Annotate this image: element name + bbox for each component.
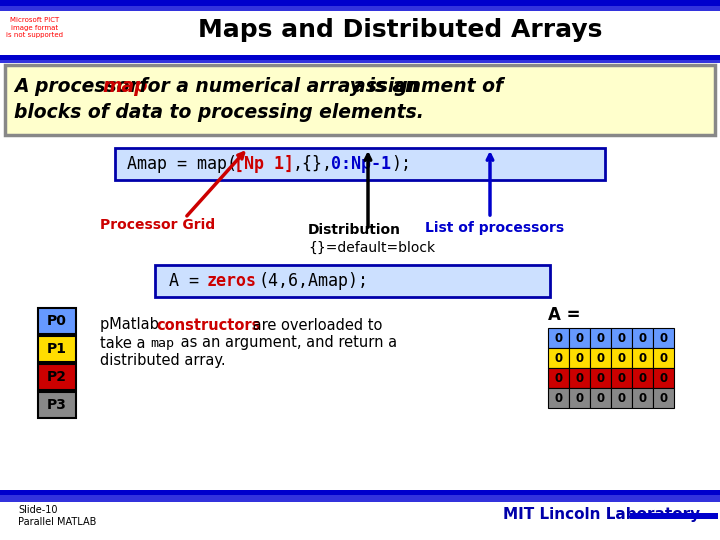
Bar: [115, 148, 605, 180]
Text: Parallel MATLAB: Parallel MATLAB: [18, 517, 96, 527]
Text: 0: 0: [660, 392, 667, 404]
Text: 0: 0: [639, 392, 647, 404]
Text: P0: P0: [47, 314, 67, 328]
Text: P1: P1: [47, 342, 67, 356]
Bar: [155, 265, 550, 297]
Bar: [0, 495, 720, 502]
Text: 0: 0: [575, 332, 584, 345]
Text: 0: 0: [639, 352, 647, 365]
Text: 0: 0: [575, 392, 584, 404]
Text: 0: 0: [596, 332, 605, 345]
Text: List of processors: List of processors: [425, 221, 564, 235]
Text: );: );: [391, 155, 411, 173]
Bar: [569, 388, 590, 408]
Bar: [632, 348, 653, 368]
Bar: [38, 308, 76, 334]
Bar: [590, 368, 611, 388]
Bar: [548, 328, 569, 348]
Text: [Np 1]: [Np 1]: [234, 155, 294, 173]
Bar: [569, 368, 590, 388]
Text: take a: take a: [100, 335, 150, 350]
Text: 0: 0: [639, 332, 647, 345]
Bar: [611, 388, 632, 408]
Bar: [0, 0, 720, 6]
Text: P3: P3: [47, 398, 67, 412]
Bar: [632, 328, 653, 348]
Text: map: map: [150, 336, 174, 349]
Text: 0: 0: [660, 332, 667, 345]
Text: Amap = map(: Amap = map(: [127, 155, 237, 173]
Bar: [590, 348, 611, 368]
Bar: [0, 55, 720, 60]
Text: 0: 0: [554, 372, 562, 384]
Bar: [653, 328, 674, 348]
Text: constructors: constructors: [156, 318, 261, 333]
Bar: [548, 368, 569, 388]
Bar: [653, 388, 674, 408]
Bar: [632, 388, 653, 408]
Text: A processor: A processor: [14, 78, 145, 97]
Text: P2: P2: [47, 370, 67, 384]
Bar: [569, 328, 590, 348]
Text: 0: 0: [554, 332, 562, 345]
Text: 0: 0: [639, 372, 647, 384]
Text: assignment of: assignment of: [353, 78, 503, 97]
Bar: [0, 60, 720, 63]
Text: (4,6,Amap);: (4,6,Amap);: [259, 272, 369, 290]
Bar: [590, 328, 611, 348]
Text: 0: 0: [618, 392, 626, 404]
Text: 0: 0: [618, 332, 626, 345]
Text: 0: 0: [575, 372, 584, 384]
Text: 0: 0: [575, 352, 584, 365]
Text: map: map: [102, 78, 148, 97]
Bar: [5, 65, 715, 135]
Bar: [653, 348, 674, 368]
Text: Microsoft PICT
image format
is not supported: Microsoft PICT image format is not suppo…: [6, 17, 63, 38]
Text: 0: 0: [596, 352, 605, 365]
Bar: [548, 388, 569, 408]
Text: 0:Np-1: 0:Np-1: [331, 155, 391, 173]
Text: Distribution: Distribution: [308, 223, 401, 237]
Bar: [38, 392, 76, 418]
Bar: [38, 336, 76, 362]
Text: Maps and Distributed Arrays: Maps and Distributed Arrays: [198, 18, 602, 42]
Text: 0: 0: [618, 372, 626, 384]
Bar: [548, 348, 569, 368]
Text: blocks of data to processing elements.: blocks of data to processing elements.: [14, 103, 424, 122]
Text: 0: 0: [660, 352, 667, 365]
Text: Processor Grid: Processor Grid: [100, 218, 215, 232]
Text: 0: 0: [554, 392, 562, 404]
Bar: [611, 348, 632, 368]
Text: pMatlab: pMatlab: [100, 318, 163, 333]
Bar: [630, 513, 718, 519]
Text: 0: 0: [618, 352, 626, 365]
Bar: [590, 388, 611, 408]
Text: 0: 0: [554, 352, 562, 365]
Text: zeros: zeros: [207, 272, 257, 290]
Text: 0: 0: [596, 392, 605, 404]
Bar: [632, 368, 653, 388]
Text: Slide-10: Slide-10: [18, 505, 58, 515]
Text: {}=default=block: {}=default=block: [308, 241, 435, 255]
Bar: [611, 328, 632, 348]
Text: ,{},: ,{},: [293, 155, 333, 173]
Bar: [653, 368, 674, 388]
Bar: [611, 368, 632, 388]
Text: A =: A =: [548, 306, 580, 324]
Text: as an argument, and return a: as an argument, and return a: [176, 335, 397, 350]
Bar: [0, 490, 720, 495]
Text: are overloaded to: are overloaded to: [248, 318, 382, 333]
Text: 0: 0: [596, 372, 605, 384]
Bar: [569, 348, 590, 368]
Text: MIT Lincoln Laboratory: MIT Lincoln Laboratory: [503, 508, 700, 523]
Bar: [0, 6, 720, 11]
Bar: [38, 364, 76, 390]
Text: distributed array.: distributed array.: [100, 354, 225, 368]
Text: A =: A =: [169, 272, 209, 290]
Text: for a numerical array is an: for a numerical array is an: [133, 78, 425, 97]
Text: 0: 0: [660, 372, 667, 384]
